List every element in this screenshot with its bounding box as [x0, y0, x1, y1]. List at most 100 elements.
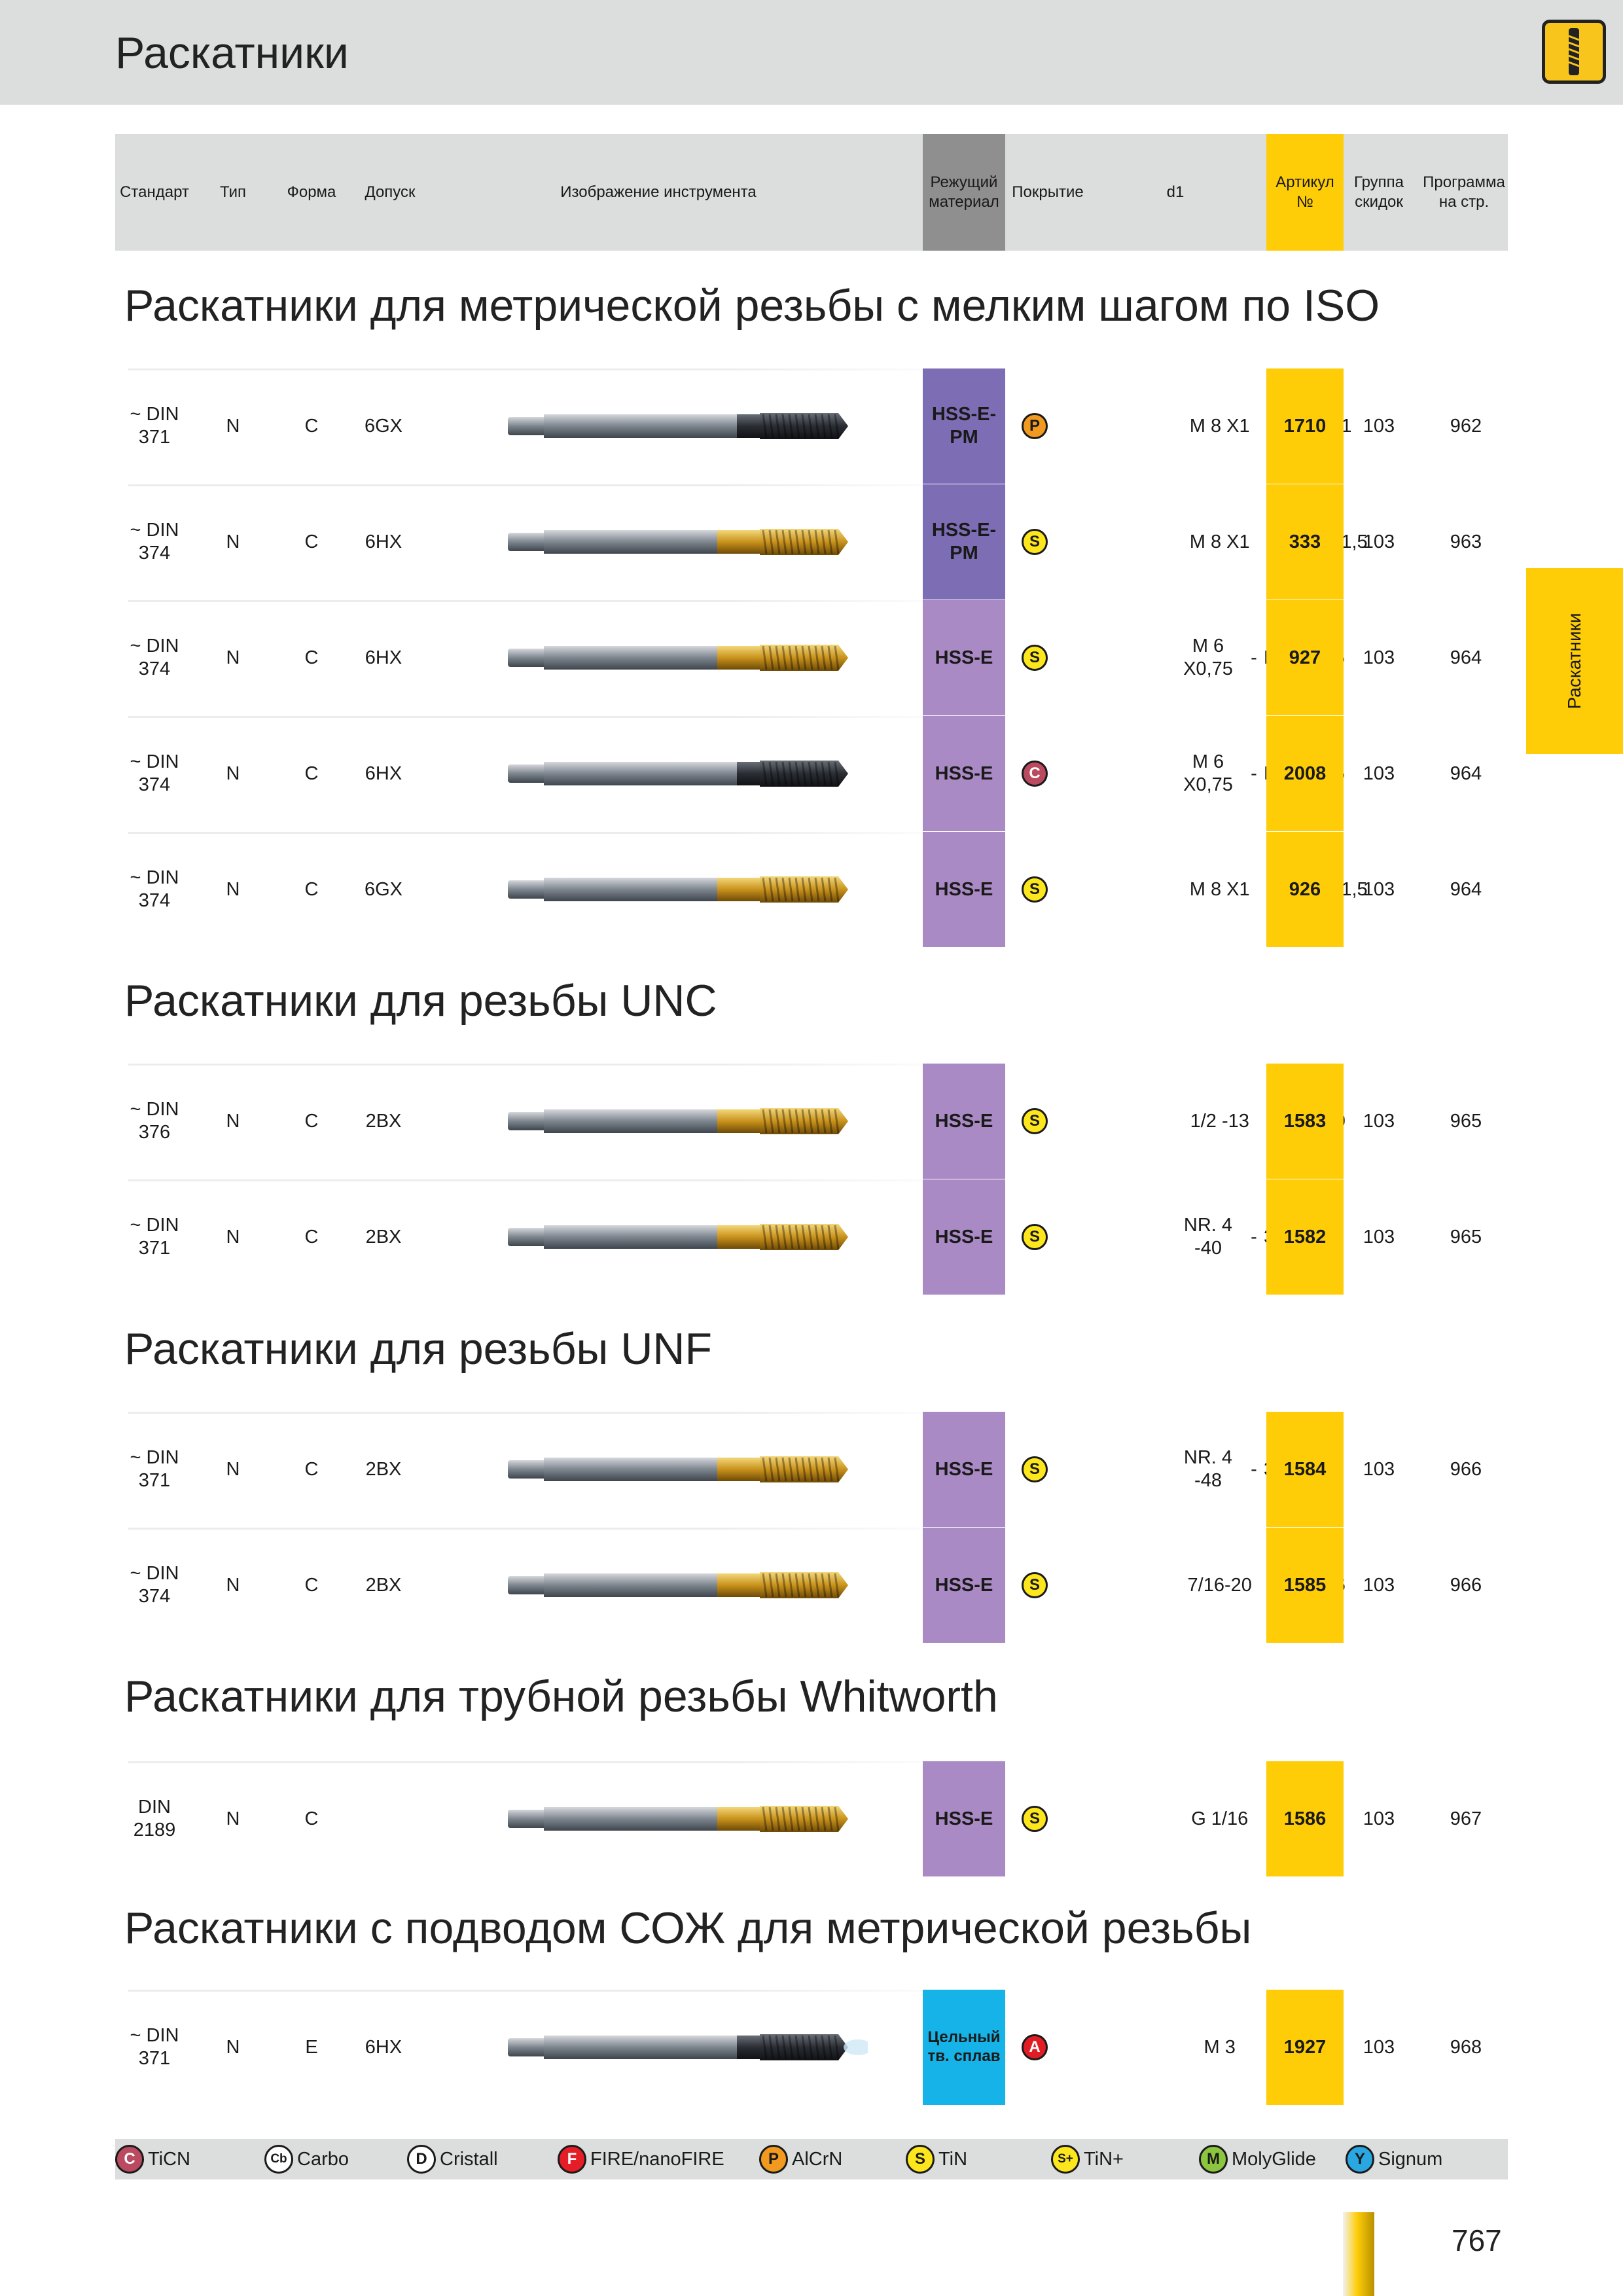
article-cell[interactable]: 1582	[1266, 1179, 1344, 1295]
article-cell[interactable]: 1584	[1266, 1412, 1344, 1527]
legend-label: TiCN	[148, 2148, 190, 2170]
d1-from: NR. 4 -48	[1183, 1447, 1233, 1491]
coating-badge: A	[1022, 2034, 1048, 2060]
table-row[interactable]: ~ DIN 374 N C 6HX HSS-E S	[115, 600, 1508, 715]
article-cell[interactable]: 1927	[1266, 1990, 1344, 2105]
type-cell: N	[226, 1458, 240, 1480]
legend-badge: C	[115, 2145, 144, 2174]
table-row[interactable]: DIN 2189 N C HSS-E S	[115, 1761, 1508, 1876]
article-cell[interactable]: 927	[1266, 600, 1344, 715]
article-cell[interactable]: 2008	[1266, 716, 1344, 831]
section-title: Раскатники для резьбы UNF	[124, 1324, 713, 1374]
program-cell[interactable]: 968	[1450, 2036, 1482, 2058]
discount-cell: 103	[1363, 878, 1395, 900]
program-cell[interactable]: 967	[1450, 1808, 1482, 1829]
program-cell[interactable]: 962	[1450, 415, 1482, 437]
article-cell[interactable]: 1585	[1266, 1528, 1344, 1643]
coating-cell: A	[1008, 1990, 1061, 2105]
side-tab[interactable]: Раскатники	[1526, 568, 1623, 754]
program-cell[interactable]: 964	[1450, 647, 1482, 668]
program-cell[interactable]: 963	[1450, 531, 1482, 552]
coating-cell: S	[1008, 1064, 1061, 1179]
standard-cell: ~ DIN 374	[115, 484, 194, 600]
standard-value: ~ DIN 374	[130, 1563, 179, 1607]
table-row[interactable]: ~ DIN 371 N E 6HX Цельный тв. сплав A	[115, 1990, 1508, 2105]
table-row[interactable]: ~ DIN 374 N C 6GX HSS-E S	[115, 832, 1508, 947]
article-cell[interactable]: 1586	[1266, 1761, 1344, 1876]
coating-cell: S	[1008, 600, 1061, 715]
row-divider	[128, 484, 979, 486]
legend-item: Y Signum	[1346, 2139, 1442, 2179]
standard-cell: ~ DIN 371	[115, 1179, 194, 1295]
header-material-label: Режущий материал	[929, 173, 999, 211]
type-cell: N	[226, 531, 240, 552]
header-material: Режущий материал	[923, 134, 1005, 251]
type-cell: N	[226, 762, 240, 784]
legend-badge: D	[407, 2145, 436, 2174]
program-cell[interactable]: 965	[1450, 1226, 1482, 1247]
header-program: Программа на стр.	[1420, 134, 1508, 251]
table-row[interactable]: ~ DIN 374 N C 6HX HSS-E C	[115, 716, 1508, 831]
legend-item: Cb Carbo	[264, 2139, 349, 2179]
form-cell: C	[304, 1458, 319, 1480]
program-cell[interactable]: 964	[1450, 762, 1482, 784]
row-divider	[128, 1761, 979, 1763]
d1-from: M 6 X0,75	[1183, 751, 1233, 795]
form-cell: C	[304, 1110, 319, 1132]
top-bar	[0, 0, 1623, 105]
header-d1: d1	[1166, 183, 1185, 201]
program-cell[interactable]: 965	[1450, 1110, 1482, 1132]
material-cell: HSS-E	[923, 1064, 1005, 1179]
type-cell: N	[226, 1574, 240, 1596]
tap-tool-image	[508, 1224, 848, 1250]
article-cell[interactable]: 1710	[1266, 368, 1344, 484]
tap-logo-icon	[1542, 20, 1606, 84]
form-cell: C	[304, 647, 319, 668]
d1-from: NR. 4 -40	[1183, 1215, 1233, 1259]
table-row[interactable]: ~ DIN 371 N C 6GX HSS-E-PM P	[115, 368, 1508, 484]
article-cell[interactable]: 926	[1266, 832, 1344, 947]
legend-badge: M	[1199, 2145, 1228, 2174]
table-row[interactable]: ~ DIN 374 N C 6HX HSS-E-PM S	[115, 484, 1508, 600]
row-divider	[128, 1412, 979, 1414]
material-cell: HSS-E	[923, 1412, 1005, 1527]
coating-cell: C	[1008, 716, 1061, 831]
program-cell[interactable]: 966	[1450, 1458, 1482, 1480]
tool-image-cell	[433, 1990, 936, 2105]
legend-item: F FIRE/nanoFIRE	[558, 2139, 724, 2179]
row-divider	[128, 368, 979, 370]
tool-image-cell	[433, 1064, 936, 1179]
type-cell: N	[226, 1808, 240, 1829]
table-row[interactable]: ~ DIN 371 N C 2BX HSS-E S	[115, 1412, 1508, 1527]
standard-value: ~ DIN 371	[130, 1447, 179, 1491]
standard-value: DIN 2189	[133, 1797, 176, 1840]
tolerance-cell: 2BX	[365, 1458, 402, 1480]
row-divider	[128, 716, 979, 718]
form-cell: C	[304, 531, 319, 552]
row-divider	[128, 1990, 979, 1992]
tolerance-cell	[348, 1761, 419, 1876]
tap-icon	[1568, 28, 1580, 75]
program-cell[interactable]: 966	[1450, 1574, 1482, 1596]
tool-image-cell	[433, 484, 936, 600]
article-cell[interactable]: 333	[1266, 484, 1344, 600]
coating-badge: S	[1022, 1224, 1048, 1250]
legend-item: S+ TiN+	[1051, 2139, 1124, 2179]
table-row[interactable]: ~ DIN 376 N C 2BX HSS-E S	[115, 1064, 1508, 1179]
table-row[interactable]: ~ DIN 371 N C 2BX HSS-E S	[115, 1179, 1508, 1295]
article-cell[interactable]: 1583	[1266, 1064, 1344, 1179]
standard-cell: ~ DIN 371	[115, 1412, 194, 1527]
coating-badge: S	[1022, 645, 1048, 671]
legend-item: D Cristall	[407, 2139, 498, 2179]
standard-cell: ~ DIN 374	[115, 716, 194, 831]
page-marker	[1343, 2212, 1374, 2296]
program-cell[interactable]: 964	[1450, 878, 1482, 900]
d1-dash: -	[1251, 647, 1257, 668]
discount-cell: 103	[1363, 1226, 1395, 1247]
page-title: Раскатники	[115, 28, 349, 78]
table-row[interactable]: ~ DIN 374 N C 2BX HSS-E S	[115, 1528, 1508, 1643]
section-title: Раскатники для метрической резьбы с мелк…	[124, 281, 1380, 331]
header-type: Тип	[219, 183, 246, 201]
coating-badge: S	[1022, 1108, 1048, 1134]
discount-cell: 103	[1363, 415, 1395, 437]
